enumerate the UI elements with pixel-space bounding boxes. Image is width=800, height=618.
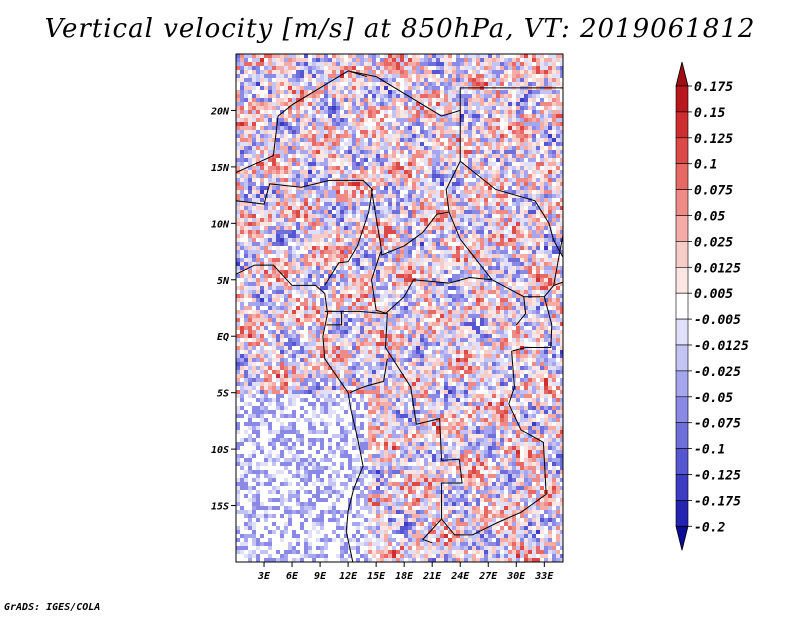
colorbar-label: 0.075 — [694, 184, 733, 199]
colorbar-swatch — [675, 344, 689, 372]
colorbar-label: -0.2 — [694, 520, 725, 535]
x-tick-label: 9E — [314, 571, 327, 582]
grads-credit: GrADS: IGES/COLA — [4, 602, 101, 613]
x-tick-label: 21E — [422, 571, 442, 582]
colorbar-swatch — [675, 448, 689, 475]
x-tick-label: 15E — [367, 571, 386, 582]
colorbar-label: 0.15 — [694, 106, 725, 121]
y-tick-label: 15S — [211, 502, 229, 513]
colorbar-swatch — [675, 292, 689, 320]
colorbar-label: 0.005 — [694, 287, 733, 302]
colorbar-label: -0.005 — [694, 313, 741, 328]
colorbar-label: -0.05 — [694, 391, 733, 406]
velocity-field — [236, 54, 563, 562]
colorbar-label: 0.0125 — [694, 261, 741, 276]
colorbar-swatch — [675, 85, 689, 113]
colorbar-swatch — [675, 111, 689, 139]
colorbar-label: -0.1 — [694, 443, 725, 458]
colorbar-swatch — [675, 318, 689, 346]
y-tick-label: EQ — [217, 332, 229, 343]
colorbar-label: -0.125 — [694, 469, 741, 484]
country-borders — [236, 70, 563, 562]
colorbar-label: -0.175 — [694, 494, 741, 509]
colorbar-swatch — [675, 137, 689, 165]
colorbar-label: 0.1 — [694, 158, 717, 173]
colorbar-swatch — [675, 422, 689, 449]
colorbar-swatch — [675, 474, 689, 501]
x-tick-label: 18E — [395, 571, 414, 582]
colorbar-label: 0.175 — [694, 80, 733, 95]
colorbar-swatch — [675, 396, 689, 423]
colorbar-label: 0.025 — [694, 235, 733, 250]
y-tick-label: 10S — [211, 445, 229, 456]
y-tick-label: 15N — [211, 163, 230, 174]
colorbar-swatch — [675, 215, 689, 242]
colorbar-swatch — [675, 163, 689, 190]
colorbar-extend-bottom — [675, 525, 689, 551]
colorbar-label: 0.05 — [694, 210, 725, 225]
colorbar-swatch — [675, 500, 689, 527]
y-tick-label: 10N — [211, 219, 230, 230]
x-tick-label: 33E — [534, 571, 554, 582]
x-tick-label: 3E — [257, 571, 271, 582]
colorbar-label: -0.075 — [694, 417, 741, 432]
x-axis: 3E 6E 9E 12E 15E 18E 21E 24E 27E 30E 33E — [257, 562, 554, 582]
colorbar-label: 0.125 — [694, 132, 733, 147]
colorbar-swatch — [675, 189, 689, 216]
y-axis: 20N 15N 10N 5N EQ 5S 10S 15S — [210, 106, 236, 513]
x-tick-label: 27E — [478, 571, 498, 582]
colorbar-label: -0.025 — [694, 365, 741, 380]
x-tick-label: 24E — [450, 571, 470, 582]
x-tick-label: 6E — [286, 571, 299, 582]
y-tick-label: 20N — [210, 106, 230, 117]
y-tick-label: 5N — [217, 276, 230, 287]
chart-title: Vertical velocity [m/s] at 850hPa, VT: 2… — [44, 14, 756, 44]
y-tick-label: 5S — [217, 389, 229, 400]
colorbar-swatch — [675, 266, 689, 294]
colorbar: 0.175 0.15 0.125 0.1 0.075 0.05 0.025 0.0125 0.0… — [675, 61, 749, 551]
colorbar-swatch — [675, 370, 689, 398]
x-tick-label: 30E — [506, 571, 526, 582]
map-frame — [235, 53, 564, 563]
colorbar-swatch — [675, 241, 689, 268]
x-tick-label: 12E — [339, 571, 358, 582]
colorbar-label: -0.0125 — [694, 339, 749, 354]
colorbar-extend-top — [675, 61, 689, 87]
